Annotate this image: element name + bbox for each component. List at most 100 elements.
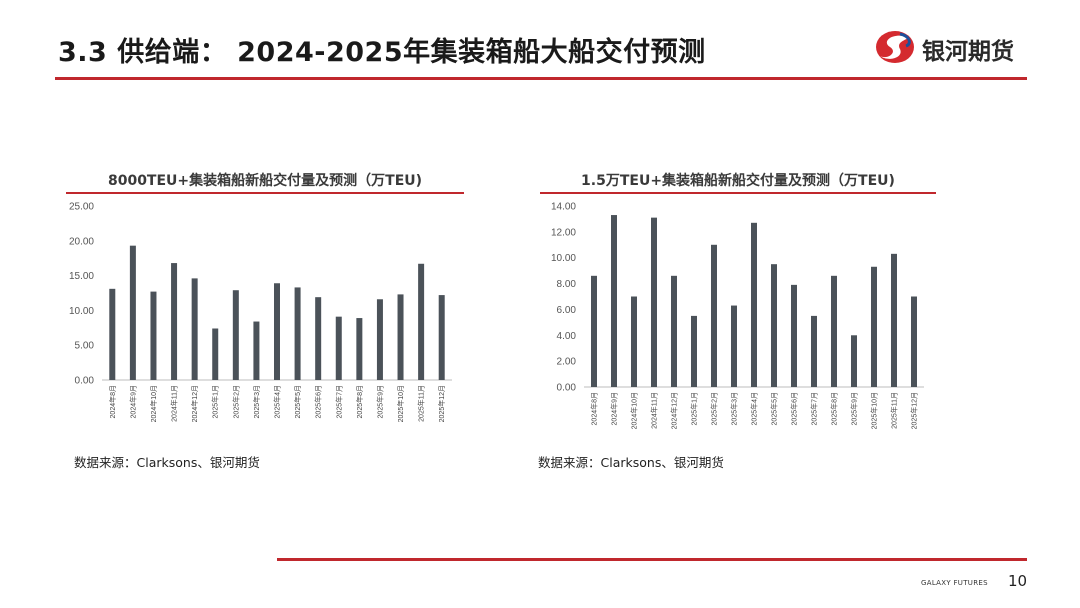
bar-2024年10月 — [631, 296, 637, 387]
y-tick-label: 10.00 — [69, 306, 94, 317]
footer-divider — [277, 558, 1027, 561]
x-tick-label: 2024年11月 — [650, 392, 659, 429]
y-tick-label: 14.00 — [551, 202, 576, 213]
chart-panel-8000teu: 8000TEU+集装箱船新船交付量及预测（万TEU) 0.00 5.00 10.00… — [66, 170, 464, 440]
y-tick-label: 15.00 — [69, 271, 94, 282]
bar-2025年3月 — [731, 305, 737, 387]
bar-2025年6月 — [315, 297, 322, 380]
bar-2025年2月 — [232, 290, 239, 380]
bar-2025年5月 — [771, 264, 777, 387]
bar-2024年11月 — [171, 263, 178, 380]
x-tick-label: 2024年10月 — [630, 392, 639, 429]
y-tick-label: 0.00 — [75, 376, 95, 387]
x-tick-label: 2025年3月 — [730, 392, 739, 425]
y-tick-label: 2.00 — [557, 357, 577, 368]
bar-2024年12月 — [191, 278, 198, 380]
y-tick-label: 12.00 — [551, 227, 576, 238]
x-tick-label: 2024年11月 — [170, 385, 179, 422]
y-tick-label: 8.00 — [557, 279, 577, 290]
y-tick-label: 0.00 — [557, 383, 577, 394]
chart-title: 8000TEU+集装箱船新船交付量及预测（万TEU) — [107, 173, 423, 189]
x-tick-label: 2024年8月 — [108, 385, 117, 418]
chart-title-divider — [66, 192, 464, 194]
x-tick-label: 2025年1月 — [690, 392, 699, 425]
bar-2025年9月 — [851, 335, 857, 387]
bar-2025年4月 — [751, 222, 757, 387]
x-tick-label: 2025年8月 — [830, 392, 839, 425]
bar-2025年6月 — [791, 284, 797, 387]
x-tick-label: 2025年5月 — [770, 392, 779, 425]
logo-text: 银河期货 — [922, 39, 1014, 65]
bar-2024年9月 — [611, 215, 617, 387]
x-tick-label: 2025年10月 — [396, 385, 405, 422]
x-tick-label: 2025年2月 — [710, 392, 719, 425]
galaxy-futures-logo: 银河期货 — [874, 28, 1034, 68]
bar-2025年7月 — [335, 316, 342, 380]
bar-2025年1月 — [691, 315, 697, 387]
x-tick-label: 2024年10月 — [149, 385, 158, 422]
bar-2025年5月 — [294, 287, 301, 380]
chart-title-divider — [540, 192, 936, 194]
y-tick-label: 10.00 — [551, 253, 576, 264]
x-tick-label: 2025年5月 — [293, 385, 302, 418]
y-tick-label: 6.00 — [557, 305, 577, 316]
bar-2024年8月 — [591, 275, 597, 387]
bar-2024年12月 — [671, 275, 677, 387]
bar-2024年11月 — [651, 217, 657, 387]
x-tick-label: 2025年6月 — [314, 385, 323, 418]
x-tick-label: 2025年2月 — [231, 385, 240, 418]
x-tick-label: 2025年1月 — [211, 385, 220, 418]
x-tick-label: 2024年12月 — [190, 385, 199, 422]
bar-2025年11月 — [891, 253, 897, 387]
x-tick-label: 2025年9月 — [850, 392, 859, 425]
x-tick-label: 2025年9月 — [375, 385, 384, 418]
x-tick-label: 2025年8月 — [355, 385, 364, 418]
x-tick-label: 2025年3月 — [252, 385, 261, 418]
data-source-left: 数据来源：Clarksons、银河期货 — [74, 455, 260, 470]
y-tick-label: 5.00 — [75, 341, 95, 352]
x-tick-label: 2024年9月 — [610, 392, 619, 425]
x-tick-label: 2025年10月 — [870, 392, 879, 429]
bar-2025年10月 — [397, 294, 404, 380]
x-tick-label: 2025年11月 — [417, 385, 426, 422]
bar-2024年8月 — [109, 288, 116, 380]
bar-chart-15000teu: 0.00 2.00 4.00 6.00 8.00 10.00 12.00 14.00 2024年… — [551, 202, 924, 429]
title-divider — [55, 77, 1027, 80]
chart-panel-15000teu: 1.5万TEU+集装箱船新船交付量及预测（万TEU) 0.00 2.00 4.00 6… — [540, 170, 936, 440]
chart-title: 1.5万TEU+集装箱船新船交付量及预测（万TEU) — [581, 173, 895, 189]
x-tick-label: 2025年11月 — [890, 392, 899, 429]
x-tick-label: 2025年12月 — [437, 385, 446, 422]
y-tick-label: 20.00 — [69, 236, 94, 247]
galaxy-logo-icon — [876, 31, 914, 63]
bar-2025年10月 — [871, 266, 877, 387]
footer-brand: GALAXY FUTURES — [921, 579, 988, 587]
bar-2025年12月 — [911, 296, 917, 387]
page-title: 3.3 供给端： 2024-2025年集装箱船大船交付预测 — [58, 37, 706, 68]
x-tick-label: 2024年12月 — [670, 392, 679, 429]
x-tick-label: 2024年8月 — [590, 392, 599, 425]
bar-2025年8月 — [831, 275, 837, 387]
y-tick-label: 25.00 — [69, 202, 94, 213]
bar-2025年4月 — [274, 283, 280, 380]
data-source-right: 数据来源：Clarksons、银河期货 — [538, 455, 724, 470]
x-tick-label: 2025年4月 — [273, 385, 282, 418]
bar-2024年10月 — [150, 291, 157, 380]
bar-chart-8000teu: 0.00 5.00 10.00 15.00 20.00 25.00 2024年8月 2024年… — [69, 202, 452, 422]
bar-2025年3月 — [253, 321, 260, 380]
bar-2025年2月 — [711, 244, 717, 387]
bar-2025年9月 — [376, 299, 383, 380]
x-tick-label: 2025年7月 — [334, 385, 343, 418]
x-tick-label: 2025年6月 — [790, 392, 799, 425]
bar-2025年1月 — [212, 328, 219, 380]
x-tick-label: 2025年12月 — [910, 392, 919, 429]
bar-2025年12月 — [438, 295, 445, 380]
x-tick-label: 2025年7月 — [810, 392, 819, 425]
bar-2025年7月 — [811, 315, 817, 387]
bar-2025年11月 — [418, 263, 425, 380]
x-tick-label: 2025年4月 — [750, 392, 759, 425]
bar-2024年9月 — [129, 245, 136, 380]
x-tick-label: 2024年9月 — [128, 385, 137, 418]
bar-2025年8月 — [356, 318, 363, 380]
y-tick-label: 4.00 — [557, 331, 577, 342]
page-number: 10 — [1008, 572, 1028, 590]
